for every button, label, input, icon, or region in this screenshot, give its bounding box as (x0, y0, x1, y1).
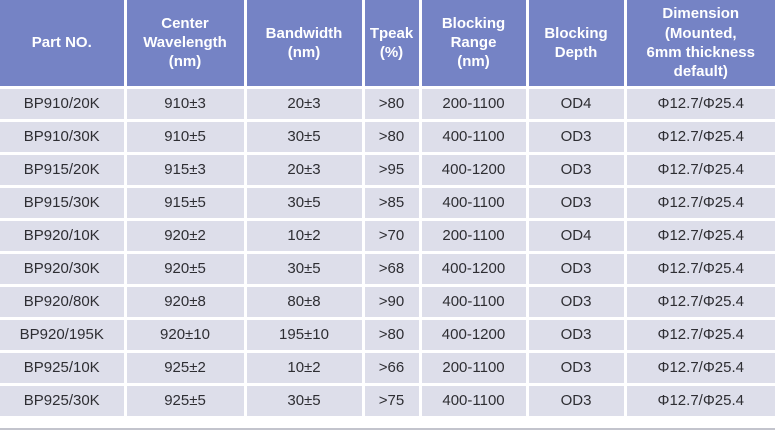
spec-cell: OD3 (525, 283, 627, 320)
spec-cell: OD3 (525, 250, 627, 287)
spec-cell: >95 (361, 151, 422, 188)
spec-cell: 400-1100 (418, 283, 529, 320)
spec-cell: >68 (361, 250, 422, 287)
spec-cell: Φ12.7/Φ25.4 (623, 151, 775, 188)
table-header: Part NO. Center Wavelength (nm) Bandwidth … (0, 0, 775, 89)
spec-cell: 920±8 (123, 283, 247, 320)
spec-cell: 400-1200 (418, 316, 529, 353)
column-header: Part NO. (0, 0, 127, 89)
spec-cell: 30±5 (243, 184, 365, 221)
part-no-cell: BP910/30K (0, 118, 127, 155)
part-no-cell: BP915/20K (0, 151, 127, 188)
spec-cell: 10±2 (243, 217, 365, 254)
spec-cell: Φ12.7/Φ25.4 (623, 217, 775, 254)
spec-cell: Φ12.7/Φ25.4 (623, 118, 775, 155)
spec-cell: Φ12.7/Φ25.4 (623, 349, 775, 386)
spec-cell: 400-1100 (418, 382, 529, 419)
table-row: BP925/10K 925±2 10±2 >66 200-1100 OD3 Φ12.7/Φ2… (0, 349, 775, 386)
spec-cell: >66 (361, 349, 422, 386)
table-row: BP910/30K 910±5 30±5 >80 400-1100 OD3 Φ12.7/Φ2… (0, 118, 775, 155)
part-no-cell: BP910/20K (0, 85, 127, 122)
spec-cell: Φ12.7/Φ25.4 (623, 382, 775, 419)
table-row: BP920/80K 920±8 80±8 >90 400-1100 OD3 Φ12.7/Φ2… (0, 283, 775, 320)
table-body: BP910/20K 910±3 20±3 >80 200-1100 OD4 Φ12.7/Φ2… (0, 85, 775, 419)
spec-cell: 400-1100 (418, 184, 529, 221)
spec-cell: 20±3 (243, 85, 365, 122)
header-row: Part NO. Center Wavelength (nm) Bandwidth … (0, 0, 775, 89)
spec-cell: >90 (361, 283, 422, 320)
spec-cell: 10±2 (243, 349, 365, 386)
spec-cell: 925±2 (123, 349, 247, 386)
column-header: Bandwidth (nm) (243, 0, 365, 89)
part-no-cell: BP920/195K (0, 316, 127, 353)
part-no-cell: BP925/30K (0, 382, 127, 419)
spec-cell: 400-1100 (418, 118, 529, 155)
spec-cell: 910±5 (123, 118, 247, 155)
table-row: BP915/30K 915±5 30±5 >85 400-1100 OD3 Φ12.7/Φ2… (0, 184, 775, 221)
spec-cell: OD4 (525, 85, 627, 122)
spec-cell: Φ12.7/Φ25.4 (623, 316, 775, 353)
spec-cell: 915±3 (123, 151, 247, 188)
table-row: BP925/30K 925±5 30±5 >75 400-1100 OD3 Φ12.7/Φ2… (0, 382, 775, 419)
spec-cell: 30±5 (243, 118, 365, 155)
spec-cell: OD3 (525, 151, 627, 188)
spec-cell: 30±5 (243, 250, 365, 287)
table-row: BP920/10K 920±2 10±2 >70 200-1100 OD4 Φ12.7/Φ2… (0, 217, 775, 254)
column-header: Dimension (Mounted, 6mm thickness defaul… (623, 0, 775, 89)
spec-cell: OD3 (525, 184, 627, 221)
part-no-cell: BP920/10K (0, 217, 127, 254)
filter-spec-table: Part NO. Center Wavelength (nm) Bandwidth … (0, 0, 775, 419)
spec-cell: 920±2 (123, 217, 247, 254)
spec-cell: >85 (361, 184, 422, 221)
table-row: BP920/30K 920±5 30±5 >68 400-1200 OD3 Φ12.7/Φ2… (0, 250, 775, 287)
spec-cell: 30±5 (243, 382, 365, 419)
part-no-cell: BP915/30K (0, 184, 127, 221)
spec-cell: >70 (361, 217, 422, 254)
spec-cell: Φ12.7/Φ25.4 (623, 283, 775, 320)
spec-cell: 400-1200 (418, 250, 529, 287)
column-header: Tpeak (%) (361, 0, 422, 89)
spec-cell: >80 (361, 85, 422, 122)
spec-cell: OD3 (525, 349, 627, 386)
part-no-cell: BP920/80K (0, 283, 127, 320)
spec-cell: 200-1100 (418, 217, 529, 254)
spec-cell: 910±3 (123, 85, 247, 122)
column-header: Center Wavelength (nm) (123, 0, 247, 89)
spec-cell: Φ12.7/Φ25.4 (623, 85, 775, 122)
spec-cell: 920±10 (123, 316, 247, 353)
spec-cell: 200-1100 (418, 85, 529, 122)
spec-cell: OD4 (525, 217, 627, 254)
spec-cell: 925±5 (123, 382, 247, 419)
spec-cell: >80 (361, 316, 422, 353)
spec-cell: 915±5 (123, 184, 247, 221)
spec-cell: >80 (361, 118, 422, 155)
column-header: Blocking Depth (525, 0, 627, 89)
table-row: BP920/195K 920±10 195±10 >80 400-1200 OD3 Φ12.… (0, 316, 775, 353)
spec-cell: 20±3 (243, 151, 365, 188)
spec-cell: OD3 (525, 382, 627, 419)
part-no-cell: BP925/10K (0, 349, 127, 386)
table-row: BP910/20K 910±3 20±3 >80 200-1100 OD4 Φ12.7/Φ2… (0, 85, 775, 122)
spec-cell: Φ12.7/Φ25.4 (623, 250, 775, 287)
spec-cell: 400-1200 (418, 151, 529, 188)
spec-cell: >75 (361, 382, 422, 419)
part-no-cell: BP920/30K (0, 250, 127, 287)
spec-cell: OD3 (525, 316, 627, 353)
column-header: Blocking Range (nm) (418, 0, 529, 89)
spec-cell: Φ12.7/Φ25.4 (623, 184, 775, 221)
table-row: BP915/20K 915±3 20±3 >95 400-1200 OD3 Φ12.7/Φ2… (0, 151, 775, 188)
spec-cell: OD3 (525, 118, 627, 155)
spec-cell: 80±8 (243, 283, 365, 320)
spec-cell: 200-1100 (418, 349, 529, 386)
spec-cell: 920±5 (123, 250, 247, 287)
spec-cell: 195±10 (243, 316, 365, 353)
